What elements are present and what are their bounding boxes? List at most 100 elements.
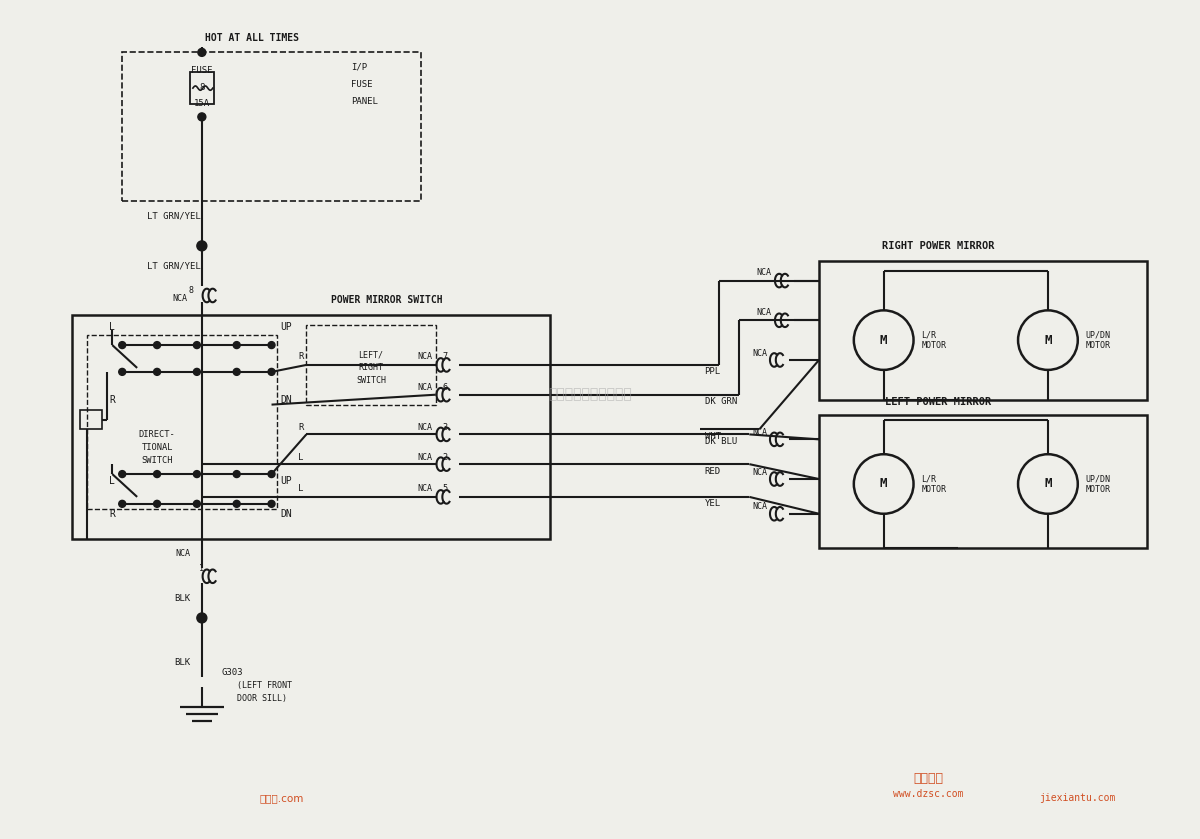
Text: R: R [109,394,115,404]
Circle shape [119,368,126,375]
Text: G303: G303 [222,668,244,677]
Circle shape [154,368,161,375]
Text: BLK: BLK [174,658,190,667]
Text: NCA: NCA [172,294,187,303]
Text: 8: 8 [199,82,204,91]
Circle shape [119,471,126,477]
Text: HOT AT ALL TIMES: HOT AT ALL TIMES [205,33,299,43]
Text: L: L [298,453,304,461]
Text: NCA: NCA [418,352,433,362]
Text: DN: DN [281,508,293,519]
Text: 6: 6 [443,383,448,393]
Circle shape [268,500,275,508]
Circle shape [154,500,161,508]
Bar [306,326,436,404]
Text: DK BLU: DK BLU [704,437,737,446]
Circle shape [198,113,206,121]
Text: 7: 7 [443,352,448,362]
Circle shape [198,49,206,56]
Circle shape [193,500,200,508]
Text: FUSE: FUSE [191,65,212,75]
Text: SWITCH: SWITCH [356,377,386,385]
Text: R: R [298,352,304,362]
Text: NCA: NCA [756,268,772,277]
Text: UP/DN
MOTOR: UP/DN MOTOR [1086,474,1111,493]
Text: DN: DN [281,394,293,404]
Circle shape [119,341,126,348]
Text: 接线图.com: 接线图.com [259,794,304,804]
Text: L: L [109,322,115,332]
Circle shape [197,613,206,623]
Text: M: M [1044,477,1051,491]
Text: NCA: NCA [752,428,767,437]
Text: 8: 8 [188,286,194,295]
Text: YEL: YEL [704,499,721,508]
Circle shape [268,368,275,375]
Text: jiexiantu.com: jiexiantu.com [1039,794,1116,804]
Text: FUSE: FUSE [352,80,373,89]
Text: LEFT/: LEFT/ [359,351,384,359]
Text: NCA: NCA [418,383,433,393]
Text: M: M [1044,334,1051,347]
Text: PPL: PPL [704,367,721,377]
Text: LT GRN/YEL: LT GRN/YEL [148,211,200,221]
Circle shape [154,341,161,348]
Text: BLK: BLK [174,594,190,602]
Text: R: R [298,423,304,432]
Text: 2: 2 [443,453,448,461]
Bar [80,409,102,430]
Circle shape [193,471,200,477]
Circle shape [233,471,240,477]
Bar [818,414,1147,549]
Text: WHT: WHT [704,432,721,440]
Text: UP/DN
MOTOR: UP/DN MOTOR [1086,331,1111,350]
Text: M: M [880,334,888,347]
Text: RIGHT POWER MIRROR: RIGHT POWER MIRROR [882,241,995,251]
Bar [190,72,214,104]
Text: LT GRN/YEL: LT GRN/YEL [148,261,200,270]
Text: NCA: NCA [752,503,767,511]
Circle shape [154,471,161,477]
Text: DK GRN: DK GRN [704,397,737,406]
Circle shape [233,341,240,348]
Text: www.dzsc.com: www.dzsc.com [893,789,964,799]
Text: M: M [880,477,888,491]
Text: RED: RED [704,466,721,476]
Text: NCA: NCA [752,467,767,477]
Text: SWITCH: SWITCH [142,456,173,465]
Text: L: L [109,476,115,486]
Circle shape [268,471,275,477]
Text: NCA: NCA [418,423,433,432]
Text: POWER MIRROR SWITCH: POWER MIRROR SWITCH [331,295,443,305]
Text: 3: 3 [443,423,448,432]
Bar [818,261,1147,399]
Bar [122,52,421,201]
Text: L/R
MOTOR: L/R MOTOR [922,331,947,350]
Text: I/P: I/P [352,63,367,72]
Text: L: L [298,484,304,493]
Text: UP: UP [281,476,293,486]
Text: NCA: NCA [418,484,433,493]
Circle shape [268,341,275,348]
Text: (LEFT FRONT: (LEFT FRONT [236,681,292,690]
Text: RIGHT: RIGHT [359,363,384,373]
Text: PANEL: PANEL [352,96,378,106]
Circle shape [193,368,200,375]
Text: L/R
MOTOR: L/R MOTOR [922,474,947,493]
Text: 15A: 15A [193,100,210,108]
Circle shape [193,341,200,348]
Text: DIRECT-: DIRECT- [139,430,175,439]
Text: NCA: NCA [418,453,433,461]
Circle shape [197,241,206,251]
Text: NCA: NCA [752,348,767,357]
Text: DOOR SILL): DOOR SILL) [236,694,287,703]
Bar [88,335,276,508]
Text: 1: 1 [199,564,204,573]
Circle shape [233,368,240,375]
Text: TIONAL: TIONAL [142,443,173,451]
Text: UP: UP [281,322,293,332]
Text: 5: 5 [443,484,448,493]
Text: NCA: NCA [175,549,190,558]
Text: 维库一下: 维库一下 [913,772,943,784]
Circle shape [233,500,240,508]
